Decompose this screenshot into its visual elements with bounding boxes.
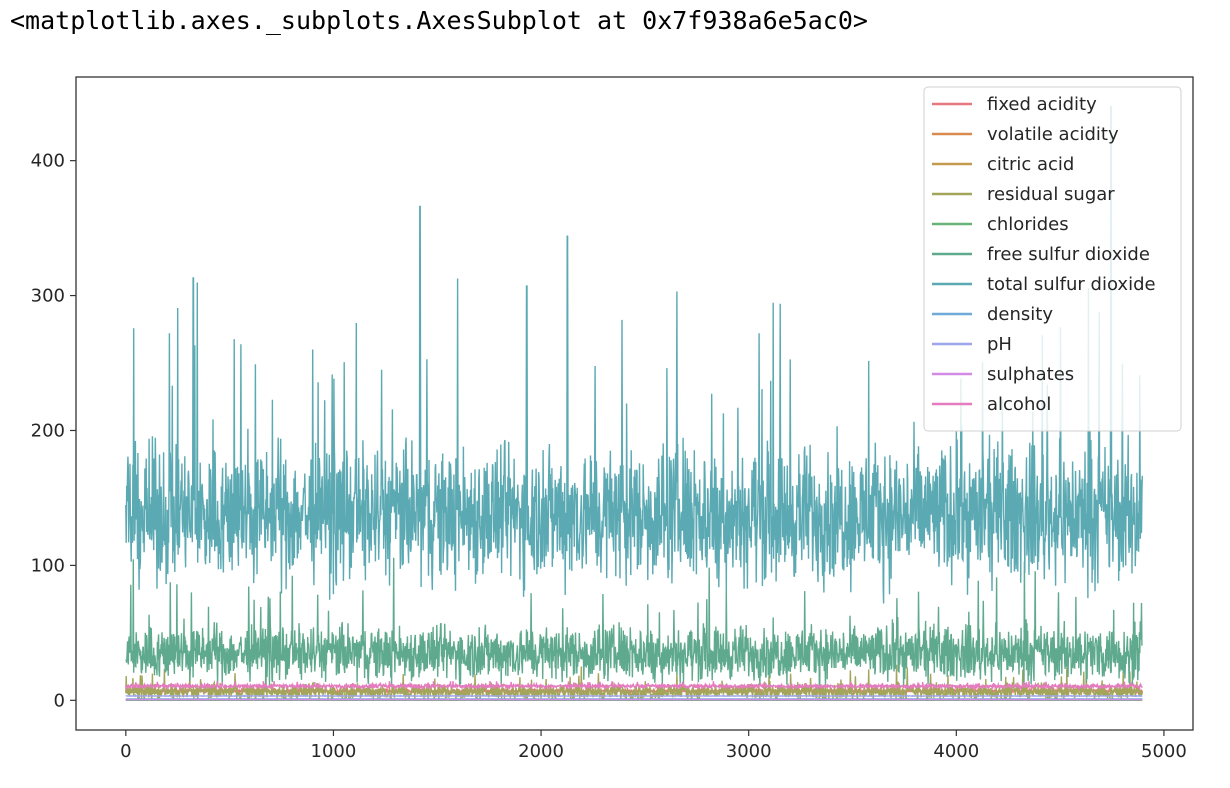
x-tick-label: 5000 [1141,741,1187,762]
legend-box [923,86,1182,432]
x-tick-label: 4000 [933,741,979,762]
x-tick-label: 2000 [518,741,564,762]
series-line-alcohol [125,681,1143,691]
y-tick-label: 100 [31,555,65,576]
legend-label: free sulfur dioxide [987,244,1150,265]
series-line-ph [125,693,1143,698]
cell-output-repr: <matplotlib.axes._subplots.AxesSubplot a… [10,6,868,35]
legend-label: volatile acidity [987,124,1119,145]
legend-label: alcohol [987,394,1051,415]
y-tick-label: 200 [31,420,65,441]
axes: 0 1000 2000 3000 4000 5000 0 100 200 300 400 [31,76,1194,762]
x-tick-label: 3000 [726,741,772,762]
y-tick-label: 0 [54,690,65,711]
series-line-sulphates [125,697,1143,701]
legend-label: residual sugar [987,184,1115,205]
legend-label: density [987,304,1053,325]
legend-label: citric acid [987,154,1074,175]
y-tick-label: 300 [31,286,65,307]
plot-frame [75,76,1194,731]
legend-label: chlorides [987,214,1069,235]
legend-label: sulphates [987,364,1074,385]
legend-label: fixed acidity [987,94,1097,115]
series-group [125,106,1143,702]
y-tick-label: 400 [31,151,65,172]
legend: fixed acidity volatile acidity citric acid… [923,86,1182,432]
series-line-free-sulfur-dioxide [125,557,1143,690]
series-line-total-sulfur-dioxide [125,106,1143,604]
x-tick-label: 1000 [311,741,357,762]
legend-label: total sulfur dioxide [987,274,1156,295]
x-tick-label: 0 [120,741,131,762]
legend-label: pH [987,334,1012,355]
